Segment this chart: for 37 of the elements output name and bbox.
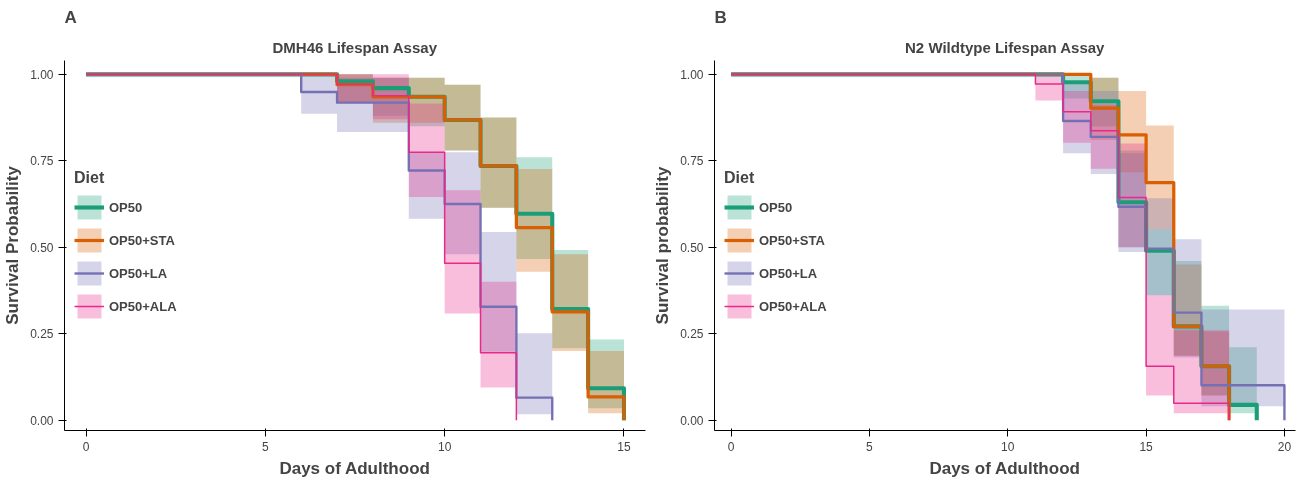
y-tick-label: 0.25 <box>30 327 54 342</box>
y-tick-label: 0.50 <box>30 240 54 255</box>
y-axis-title: Survival Probability <box>3 165 23 325</box>
x-tick-label: 15 <box>617 439 631 454</box>
y-tick-label: 0.25 <box>680 327 704 342</box>
y-tick-label: 0.75 <box>680 154 704 169</box>
chart-title: N2 Wildtype Lifespan Assay <box>905 38 1106 56</box>
text: A <box>64 7 77 27</box>
legend-label: OP50+STA <box>109 232 175 248</box>
legend-label: OP50+STA <box>759 232 825 248</box>
text: B <box>714 7 727 27</box>
legend-label: OP50+ALA <box>109 298 177 314</box>
x-tick-label: 20 <box>1277 439 1292 454</box>
y-tick-label: 0.00 <box>30 413 54 428</box>
legend-label: OP50 <box>759 199 793 215</box>
y-tick-label: 0.00 <box>680 413 704 428</box>
x-tick-label: 10 <box>437 439 452 454</box>
legend-title: Diet <box>724 169 756 187</box>
legend-label: OP50 <box>109 199 143 215</box>
y-tick-label: 0.50 <box>680 240 704 255</box>
legend-title: Diet <box>74 169 106 187</box>
legend-label: OP50+ALA <box>759 298 827 314</box>
x-tick-label: 5 <box>262 439 269 454</box>
y-tick-label: 1.00 <box>30 67 54 82</box>
x-tick-label: 15 <box>1139 439 1154 454</box>
chart-title: DMH46 Lifespan Assay <box>272 38 438 56</box>
y-axis-title: Survival probability <box>653 166 673 325</box>
x-tick-label: 10 <box>1001 439 1015 454</box>
x-tick-label: 0 <box>727 439 735 454</box>
legend-label: OP50+LA <box>109 265 168 281</box>
x-axis-title: Days of Adulthood <box>929 458 1080 478</box>
y-tick-label: 1.00 <box>680 67 704 82</box>
x-axis-title: Days of Adulthood <box>279 458 430 478</box>
x-tick-label: 5 <box>866 439 874 454</box>
y-tick-label: 0.75 <box>30 154 54 169</box>
legend-label: OP50+LA <box>759 265 818 281</box>
x-tick-label: 0 <box>82 439 90 454</box>
